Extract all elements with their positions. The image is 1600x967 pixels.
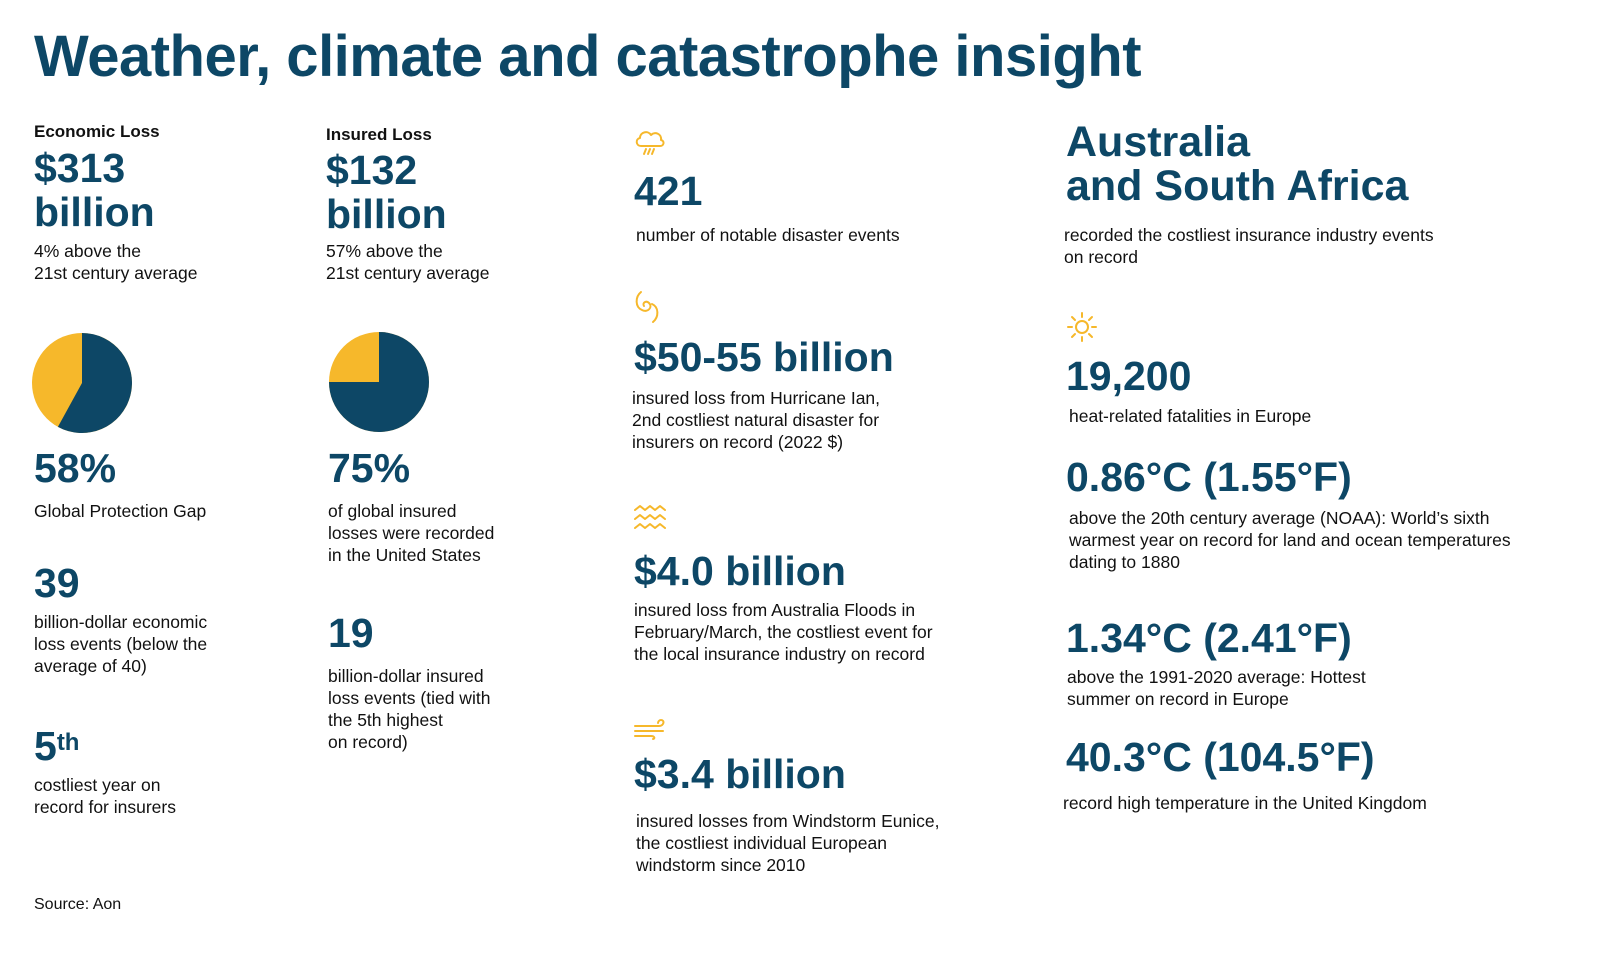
hurricane-icon [633, 289, 661, 325]
australia-sa-heading: Australia and South Africa [1066, 118, 1409, 210]
economic-loss-label: Economic Loss [34, 122, 160, 141]
disaster-events-desc: number of notable disaster events [636, 225, 900, 245]
protection-gap-pie-chart [32, 333, 132, 433]
protection-gap-desc: Global Protection Gap [34, 501, 207, 521]
hurricane-ian-value: $50-55 billion [634, 334, 894, 380]
protection-gap-value: 58% [34, 445, 117, 491]
billion-economic-events-value: 39 [34, 560, 80, 606]
billion-insured-events-desc: billion-dollar insured loss events (tied… [328, 666, 491, 752]
global-temp-anomaly-value: 0.86°C (1.55°F) [1066, 454, 1352, 500]
storm-cloud-icon [633, 124, 667, 158]
disaster-events-value: 421 [634, 168, 703, 214]
economic-loss-value-line2: billion [34, 189, 155, 235]
source-note: Source: Aon [34, 896, 122, 913]
heat-fatalities-value: 19,200 [1066, 353, 1192, 399]
pie-us-share-slice [329, 332, 429, 432]
heat-fatalities-desc: heat-related fatalities in Europe [1069, 406, 1312, 426]
us-share-pie-chart [329, 332, 429, 432]
global-temp-anomaly-desc: above the 20th century average (NOAA): W… [1069, 508, 1511, 572]
insured-loss-note: 57% above the 21st century average [326, 241, 490, 283]
wind-icon [633, 718, 669, 740]
page-title: Weather, climate and catastrophe insight [34, 24, 1142, 89]
australia-floods-desc: insured loss from Australia Floods in Fe… [634, 600, 933, 664]
billion-economic-events-desc: billion-dollar economic loss events (bel… [34, 612, 208, 676]
economic-loss-note: 4% above the 21st century average [34, 241, 198, 283]
europe-summer-temp-value: 1.34°C (2.41°F) [1066, 615, 1352, 661]
europe-summer-temp-desc: above the 1991-2020 average: Hottest sum… [1067, 667, 1366, 709]
economic-loss-value-line1: $313 [34, 145, 126, 191]
australia-sa-desc: recorded the costliest insurance industr… [1064, 225, 1434, 267]
pie-protection-gap-slice [57, 333, 132, 433]
sun-icon [1066, 311, 1098, 343]
insured-loss-value-line1: $132 [326, 147, 418, 193]
costliest-year-desc: costliest year on record for insurers [34, 775, 176, 817]
uk-record-temp-value: 40.3°C (104.5°F) [1066, 734, 1375, 780]
costliest-year-value: 5th [34, 723, 80, 769]
australia-floods-value: $4.0 billion [634, 548, 846, 594]
insured-loss-value-line2: billion [326, 191, 447, 237]
us-share-value: 75% [328, 445, 411, 491]
insured-loss-label: Insured Loss [326, 125, 432, 144]
windstorm-eunice-desc: insured losses from Windstorm Eunice, th… [636, 811, 940, 875]
us-share-desc: of global insured losses were recorded i… [328, 501, 495, 565]
flood-waves-icon [633, 503, 667, 533]
uk-record-temp-desc: record high temperature in the United Ki… [1063, 793, 1427, 813]
hurricane-ian-desc: insured loss from Hurricane Ian, 2nd cos… [632, 388, 881, 452]
windstorm-eunice-value: $3.4 billion [634, 751, 846, 797]
billion-insured-events-value: 19 [328, 610, 374, 656]
